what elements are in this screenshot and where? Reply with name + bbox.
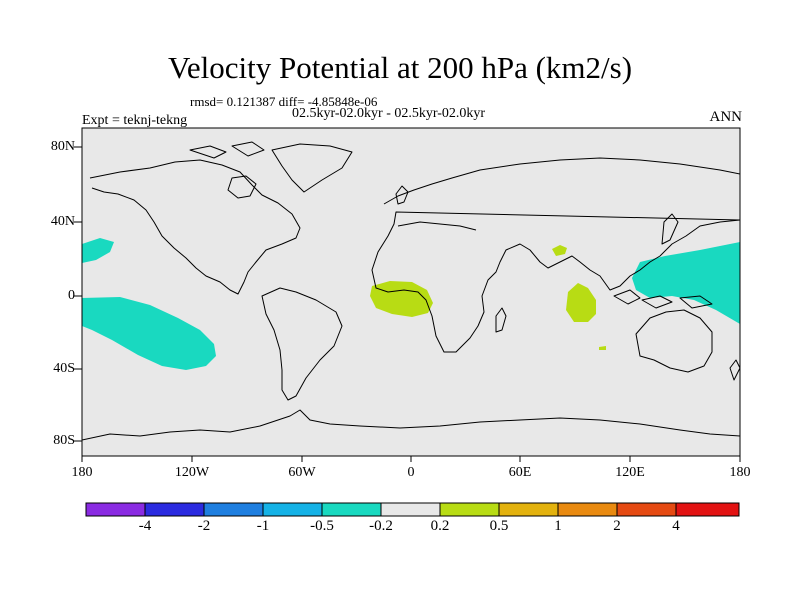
colorbar-box-3: [203, 502, 264, 517]
season-label: ANN: [709, 109, 743, 125]
colorbar-box-10: [616, 502, 677, 517]
colorbar-box-9: [557, 502, 618, 517]
colorbar-label-9: 2: [613, 518, 621, 534]
colorbar-label-6: 0.2: [430, 518, 450, 534]
y-label-80n: 80N: [50, 139, 75, 154]
negative-anomaly-eastern-pacific: [82, 297, 216, 370]
colorbar-box-7: [439, 502, 500, 517]
subtitle-text: 02.5kyr-02.0kyr - 02.5kyr-02.0kyr: [292, 106, 486, 121]
north-america-coast: [89, 159, 301, 295]
x-label-0: 0: [407, 465, 415, 480]
axis-ticks: [74, 146, 741, 462]
y-label-80s: 80S: [53, 433, 75, 448]
x-label-180e: 180: [729, 465, 751, 480]
eurasia-africa-coast: [371, 157, 740, 353]
colorbar-box-1: [85, 502, 146, 517]
colorbar: [85, 502, 740, 517]
colorbar-box-4: [262, 502, 323, 517]
japan: [661, 213, 679, 245]
colorbar-label-1: -4: [138, 518, 152, 534]
positive-anomaly-indian-ocean: [566, 283, 596, 322]
stats-text: rmsd= 0.121387 diff= -4.85848e-06: [190, 94, 378, 109]
south-america-coast: [261, 287, 343, 401]
colorbar-label-3: -1: [256, 518, 270, 534]
indonesia-islands: [613, 289, 713, 309]
antarctica-coast: [82, 409, 740, 441]
positive-anomaly-africa: [370, 281, 433, 317]
colorbar-box-8: [498, 502, 559, 517]
negative-anomaly-north-pacific: [82, 238, 114, 263]
y-label-40n: 40N: [50, 214, 75, 229]
arctic-islands: [189, 141, 265, 159]
british-isles: [395, 185, 409, 205]
madagascar: [495, 307, 507, 333]
new-zealand: [729, 359, 740, 381]
colorbar-label-4: -0.5: [310, 518, 334, 534]
colorbar-box-2: [144, 502, 205, 517]
colorbar-box-11: [675, 502, 740, 517]
negative-anomaly-west-pacific: [632, 242, 740, 324]
x-label-60e: 60E: [508, 465, 532, 480]
australia-coast: [635, 309, 713, 373]
colorbar-label-2: -2: [197, 518, 211, 534]
positive-anomaly-small-patch: [599, 346, 606, 350]
plot-title: Velocity Potential at 200 hPa (km2/s): [167, 50, 633, 85]
x-label-120e: 120E: [615, 465, 645, 480]
colorbar-box-5: [321, 502, 382, 517]
y-label-40s: 40S: [53, 361, 75, 376]
colorbar-label-8: 1: [554, 518, 562, 534]
x-label-120w: 120W: [174, 465, 210, 480]
greenland-coast: [271, 143, 353, 193]
x-label-180w: 180: [71, 465, 93, 480]
x-label-60w: 60W: [288, 465, 316, 480]
colorbar-box-6: [380, 502, 441, 517]
colorbar-label-10: 4: [672, 518, 680, 534]
positive-anomaly-arabian-sea: [552, 245, 567, 256]
experiment-label: Expt = teknj-tekng: [82, 113, 188, 128]
colorbar-label-7: 0.5: [489, 518, 509, 534]
coastlines: [82, 141, 740, 441]
colorbar-label-5: -0.2: [369, 518, 393, 534]
y-label-0: 0: [68, 288, 75, 303]
hudson-bay: [227, 175, 257, 199]
mediterranean: [397, 221, 477, 231]
